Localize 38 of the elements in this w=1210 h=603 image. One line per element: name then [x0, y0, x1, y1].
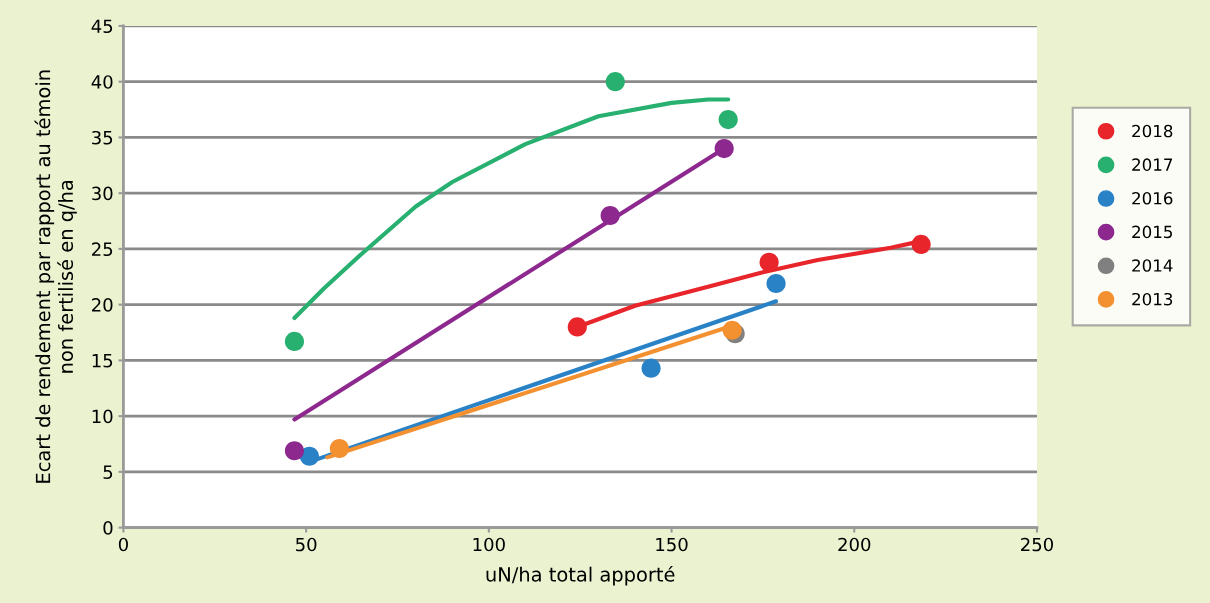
y-tick-label: 0: [103, 521, 113, 535]
y-tick-label: 15: [92, 354, 113, 368]
x-tick-label: 50: [296, 537, 317, 552]
legend-label: 2013: [1132, 292, 1173, 306]
point: [329, 438, 349, 459]
x-tick-label: 150: [656, 537, 688, 552]
y-tick-label: 5: [103, 465, 113, 479]
legend-label: 2016: [1132, 191, 1173, 205]
legend-label: 2015: [1132, 225, 1172, 239]
point: [600, 205, 620, 226]
point: [284, 331, 305, 352]
x-tick-label: 100: [473, 537, 505, 552]
line-series: [292, 97, 731, 321]
point: [766, 273, 786, 294]
y-tick-label: 10: [92, 409, 113, 424]
point: [641, 358, 661, 378]
y-axis-title: Ecart de rendement par rapport au témoin non fertilisé en q/ha: [34, 70, 77, 483]
point: [759, 252, 779, 272]
legend-label: 2014: [1132, 259, 1173, 272]
y-tick-label: 40: [91, 75, 113, 89]
x-tick-label: 0: [118, 537, 128, 552]
y-tick-label: 25: [92, 242, 113, 257]
point: [284, 441, 305, 461]
y-tick-label: 45: [91, 19, 113, 34]
point: [567, 317, 587, 337]
point: [718, 110, 738, 130]
y-tick-label: 20: [92, 298, 113, 312]
x-tick-label: 250: [1021, 537, 1053, 552]
x-tick-label: 200: [838, 537, 871, 552]
y-tick-label: 35: [92, 130, 113, 145]
point: [605, 72, 625, 92]
point: [911, 234, 931, 255]
y-tick-label: 30: [92, 186, 113, 201]
point: [299, 446, 319, 466]
legend-label: 2017: [1132, 158, 1173, 171]
legend-label: 2018: [1132, 124, 1173, 138]
x-axis-title: uN/ha total apporté: [486, 565, 675, 586]
point: [714, 138, 734, 159]
